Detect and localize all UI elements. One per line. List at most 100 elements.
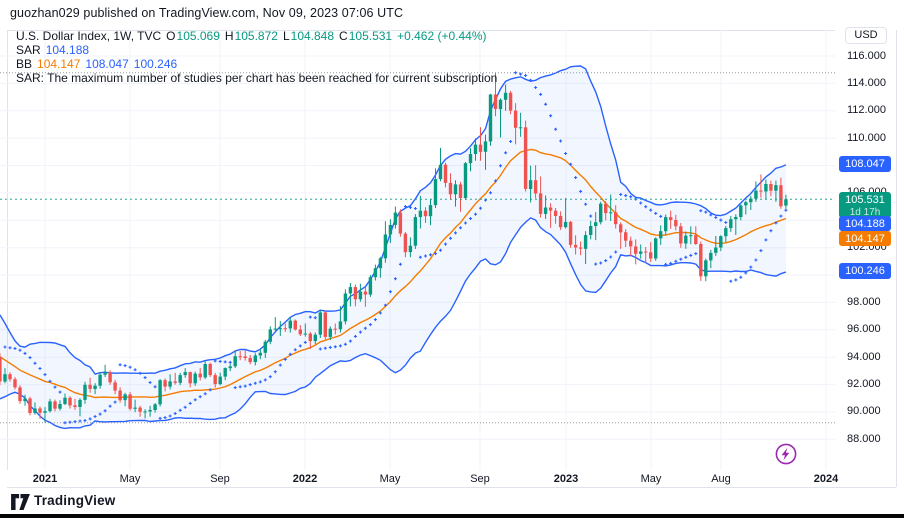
indicator-price-badge: 108.047 bbox=[839, 156, 891, 172]
candle-body bbox=[403, 233, 408, 253]
sar-value: 104.188 bbox=[45, 43, 90, 57]
candle-body bbox=[293, 320, 297, 330]
candle-body bbox=[373, 268, 378, 278]
candle-body bbox=[739, 205, 743, 217]
candle-body bbox=[63, 397, 67, 404]
candle-body bbox=[338, 321, 343, 330]
candle-body bbox=[664, 217, 668, 232]
candle-body bbox=[183, 372, 187, 376]
candle-body bbox=[634, 246, 638, 254]
price-tick: 96.000 bbox=[847, 323, 881, 335]
candle-body bbox=[343, 293, 348, 322]
bb-lower-line bbox=[0, 217, 787, 430]
candle-body bbox=[609, 212, 613, 214]
candle-body bbox=[734, 217, 738, 220]
candle-body bbox=[654, 238, 658, 259]
currency-button[interactable]: USD bbox=[845, 27, 887, 44]
candle-body bbox=[38, 408, 42, 413]
candle-body bbox=[669, 217, 673, 220]
candle-body bbox=[43, 411, 47, 413]
candle-body bbox=[133, 407, 137, 409]
window-bottom-edge bbox=[0, 514, 904, 518]
tradingview-logo-icon[interactable] bbox=[11, 494, 30, 510]
candle-body bbox=[123, 394, 127, 401]
candle-body bbox=[729, 219, 733, 229]
tradingview-brand-text[interactable]: TradingView bbox=[34, 493, 116, 508]
time-label-sep: Sep bbox=[470, 473, 490, 485]
candle-body bbox=[759, 190, 763, 192]
candle-body bbox=[719, 236, 723, 248]
price-tick: 90.000 bbox=[847, 405, 881, 417]
candle-body bbox=[128, 394, 132, 409]
candle-body bbox=[714, 247, 718, 253]
candle-body bbox=[393, 212, 398, 225]
candle-body bbox=[594, 222, 598, 226]
candle-body bbox=[649, 252, 653, 259]
candle-body bbox=[68, 397, 72, 406]
legend-warning-row: SAR: The maximum number of studies per c… bbox=[16, 71, 502, 85]
candle-body bbox=[684, 235, 688, 244]
price-tick: 116.000 bbox=[847, 50, 886, 62]
price-tick: 110.000 bbox=[847, 132, 886, 144]
candle-body bbox=[709, 252, 713, 261]
close-label: C bbox=[339, 29, 348, 43]
candle-body bbox=[448, 182, 453, 195]
time-label-2023: 2023 bbox=[553, 473, 579, 485]
price-chart-canvas[interactable] bbox=[0, 30, 835, 470]
candle-body bbox=[694, 235, 698, 244]
sar-indicator-label[interactable]: SAR bbox=[16, 43, 41, 57]
candle-body bbox=[273, 328, 277, 330]
candle-body bbox=[268, 329, 272, 342]
candle-body bbox=[3, 374, 7, 382]
last-price-badge: 105.531 1d 17h bbox=[839, 192, 891, 218]
candle-body bbox=[724, 228, 728, 237]
candle-body bbox=[619, 224, 623, 233]
candle-body bbox=[438, 164, 443, 180]
candle-body bbox=[659, 231, 663, 239]
psar-dots bbox=[3, 71, 788, 425]
boost-lightning-icon[interactable] bbox=[773, 441, 799, 467]
candle-body bbox=[108, 372, 112, 383]
candle-body bbox=[253, 355, 257, 363]
bb-indicator-label[interactable]: BB bbox=[16, 57, 33, 71]
candle-body bbox=[8, 374, 12, 380]
time-axis[interactable]: 2021 May Sep 2022 May Sep 2023 May Aug 2024 bbox=[0, 470, 896, 487]
price-tick: 114.000 bbox=[847, 77, 886, 89]
candle-body bbox=[568, 221, 573, 245]
candle-body bbox=[383, 234, 388, 259]
candle-body bbox=[754, 190, 758, 199]
candle-body bbox=[233, 356, 237, 367]
candle-body bbox=[498, 99, 503, 110]
candle-body bbox=[518, 127, 523, 129]
candle-body bbox=[153, 404, 157, 410]
candle-body bbox=[98, 374, 102, 386]
candle-body bbox=[398, 212, 403, 234]
candle-body bbox=[118, 390, 122, 401]
candle-body bbox=[604, 203, 608, 214]
candle-body bbox=[779, 185, 783, 207]
candle-body bbox=[248, 358, 252, 363]
price-axis[interactable]: 116.000114.000112.000110.000108.000106.0… bbox=[835, 30, 896, 470]
candle-body bbox=[313, 334, 317, 342]
candle-body bbox=[203, 364, 207, 378]
candle-body bbox=[143, 411, 147, 413]
candle-body bbox=[453, 184, 458, 195]
legend-symbol-row: U.S. Dollar Index, 1W, TVC O105.069 H105.8… bbox=[16, 29, 502, 43]
candle-body bbox=[0, 356, 2, 382]
symbol-title[interactable]: U.S. Dollar Index, 1W, TVC bbox=[16, 29, 162, 43]
close-value: 105.531 bbox=[348, 29, 393, 43]
time-label-2021: 2021 bbox=[32, 473, 58, 485]
candle-body bbox=[278, 328, 282, 330]
publish-info: guozhan029 published on TradingView.com,… bbox=[10, 6, 404, 20]
indicator-price-badge: 104.147 bbox=[839, 231, 891, 246]
candle-body bbox=[188, 372, 192, 384]
candle-body bbox=[323, 312, 327, 337]
candle-body bbox=[178, 375, 182, 383]
candle-body bbox=[468, 154, 473, 164]
footer-bar: TradingView bbox=[0, 488, 904, 514]
candle-body bbox=[408, 245, 413, 253]
candle-body bbox=[88, 384, 92, 389]
candle-body bbox=[103, 372, 107, 375]
candle-body bbox=[228, 366, 232, 369]
